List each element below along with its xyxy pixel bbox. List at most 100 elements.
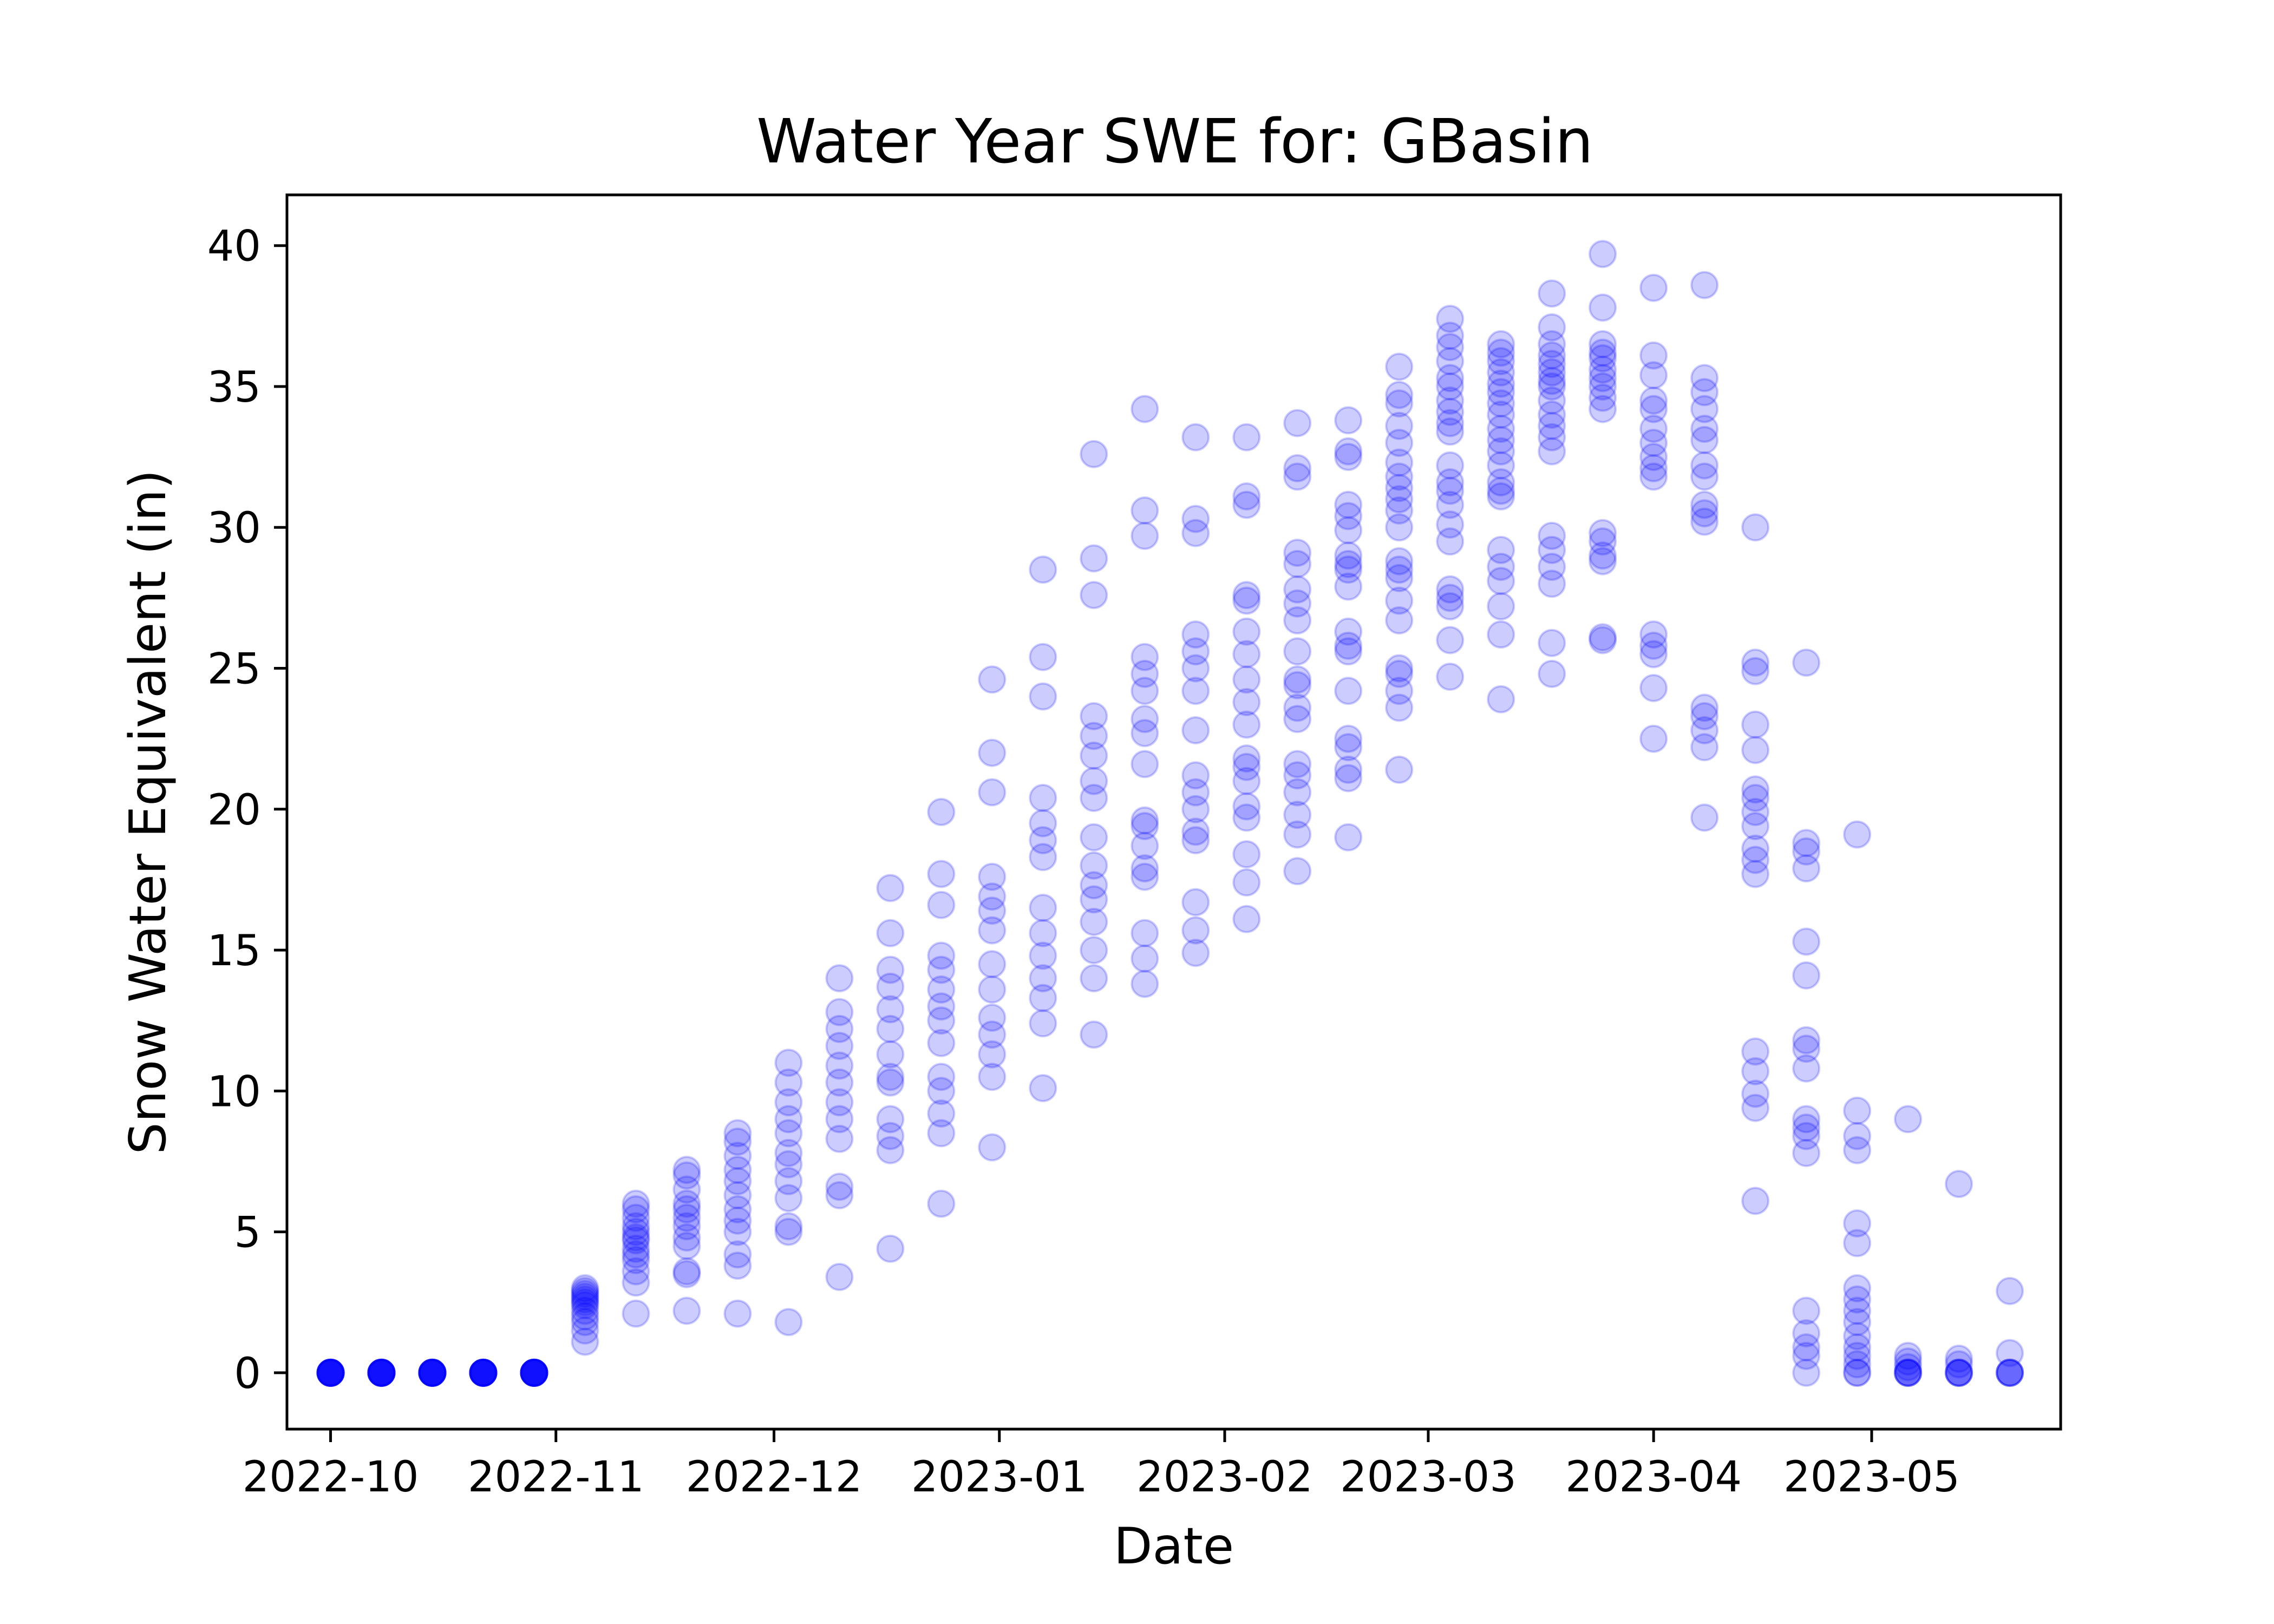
data-point: [1589, 240, 1617, 269]
data-point: [1436, 451, 1465, 480]
data-point: [469, 1358, 498, 1387]
data-point: [672, 1161, 701, 1190]
data-point: [927, 890, 956, 919]
data-point: [1639, 395, 1668, 423]
data-point: [1589, 293, 1617, 322]
data-point: [1843, 1358, 1872, 1387]
data-point: [418, 1358, 447, 1387]
data-point: [1639, 462, 1668, 491]
data-point: [1996, 1358, 2024, 1387]
data-point: [1945, 1358, 1973, 1387]
data-point: [418, 1358, 447, 1387]
data-point: [1080, 964, 1108, 993]
data-point: [1589, 519, 1617, 547]
data-point: [316, 1358, 345, 1387]
data-point: [1385, 381, 1414, 409]
data-point: [1283, 693, 1312, 722]
data-point: [1538, 535, 1566, 564]
data-point: [1894, 1347, 1922, 1376]
data-point: [723, 1217, 752, 1246]
y-axis-label: Snow Water Equivalent (in): [119, 470, 177, 1155]
data-point: [1487, 338, 1515, 367]
data-point: [1538, 659, 1566, 688]
data-point: [1385, 564, 1414, 592]
data-point: [1385, 389, 1414, 418]
data-point: [418, 1358, 447, 1387]
data-point: [622, 1203, 650, 1232]
data-point: [1385, 411, 1414, 440]
data-point: [1894, 1105, 1922, 1134]
data-point: [1589, 364, 1617, 392]
data-point: [418, 1358, 447, 1387]
data-point: [1283, 589, 1312, 618]
data-point: [1131, 806, 1159, 835]
data-point: [469, 1358, 498, 1387]
data-point: [1639, 674, 1668, 702]
data-point: [1334, 437, 1363, 466]
data-point: [978, 1040, 1007, 1069]
data-point: [774, 1119, 803, 1148]
data-point: [1487, 567, 1515, 595]
data-point: [571, 1274, 599, 1302]
data-point: [1131, 750, 1159, 778]
data-point: [825, 1124, 854, 1153]
data-point: [1690, 271, 1719, 299]
data-point: [978, 916, 1007, 945]
y-tick-label: 20: [207, 786, 261, 835]
data-point: [1538, 387, 1566, 415]
data-point: [1029, 682, 1057, 711]
data-point: [1436, 584, 1465, 612]
data-point: [367, 1358, 396, 1387]
data-point: [723, 1167, 752, 1195]
data-point: [876, 919, 905, 947]
data-point: [1792, 1114, 1821, 1142]
data-point: [1283, 409, 1312, 437]
data-point: [1487, 592, 1515, 620]
data-point: [1894, 1358, 1922, 1387]
data-point: [1945, 1344, 1973, 1373]
data-point: [571, 1308, 599, 1337]
data-point: [1843, 1274, 1872, 1302]
data-point: [1232, 586, 1261, 615]
data-point: [1538, 366, 1566, 395]
data-point: [978, 1063, 1007, 1091]
data-point: [1741, 513, 1770, 542]
data-point: [571, 1327, 599, 1356]
data-point: [774, 1217, 803, 1246]
data-point: [1843, 1229, 1872, 1258]
data-point: [927, 1006, 956, 1035]
data-point: [1334, 516, 1363, 545]
data-point: [1843, 1333, 1872, 1361]
data-point: [825, 1014, 854, 1043]
data-point: [1385, 586, 1414, 615]
data-point: [1639, 415, 1668, 443]
data-point: [367, 1358, 396, 1387]
data-point: [1792, 1341, 1821, 1370]
y-tick-label: 30: [207, 504, 261, 553]
data-point: [367, 1358, 396, 1387]
data-point: [1283, 761, 1312, 790]
data-point: [1283, 454, 1312, 482]
y-tick-label: 0: [234, 1350, 261, 1398]
data-point: [520, 1358, 548, 1387]
x-tick-label: 2023-04: [1565, 1453, 1742, 1502]
y-tick-label: 40: [207, 222, 261, 271]
x-tick-label: 2023-03: [1340, 1453, 1517, 1502]
data-point: [316, 1358, 345, 1387]
data-point: [1181, 817, 1210, 846]
data-point: [1181, 654, 1210, 683]
data-point: [825, 1051, 854, 1080]
data-point: [978, 738, 1007, 767]
data-point: [1436, 305, 1465, 333]
data-point: [1843, 820, 1872, 849]
data-point: [316, 1358, 345, 1387]
data-point: [316, 1358, 345, 1387]
y-tick-label: 35: [207, 363, 261, 412]
data-point: [316, 1358, 345, 1387]
data-point: [1894, 1358, 1922, 1387]
data-point: [1894, 1341, 1922, 1370]
data-point: [1283, 778, 1312, 807]
data-point: [622, 1223, 650, 1252]
data-point: [1538, 411, 1566, 440]
